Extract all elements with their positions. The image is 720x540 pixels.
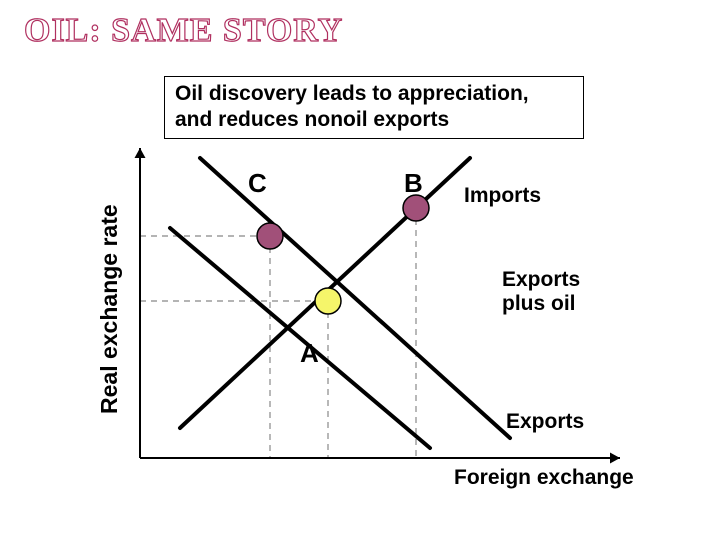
label-imports: Imports xyxy=(464,184,541,208)
points xyxy=(257,195,429,314)
chart-svg xyxy=(140,148,640,508)
label-B: B xyxy=(404,168,423,199)
caption-line-1: Oil discovery leads to appreciation, xyxy=(175,81,573,107)
y-axis-label: Real exchange rate xyxy=(96,204,123,414)
label-A: A xyxy=(300,338,319,369)
caption-line-2: and reduces nonoil exports xyxy=(175,107,573,133)
caption-box: Oil discovery leads to appreciation, and… xyxy=(164,76,584,139)
label-exports-oil: Exportsplus oil xyxy=(502,268,580,316)
chart-area: Real exchange rate C B A Imports Exports… xyxy=(140,148,640,488)
label-C: C xyxy=(248,168,267,199)
x-axis-label: Foreign exchange xyxy=(454,466,634,490)
page-title: OIL: SAME STORY xyxy=(24,12,343,50)
label-exports: Exports xyxy=(506,410,584,434)
page-title-text: OIL: SAME STORY xyxy=(24,12,343,49)
